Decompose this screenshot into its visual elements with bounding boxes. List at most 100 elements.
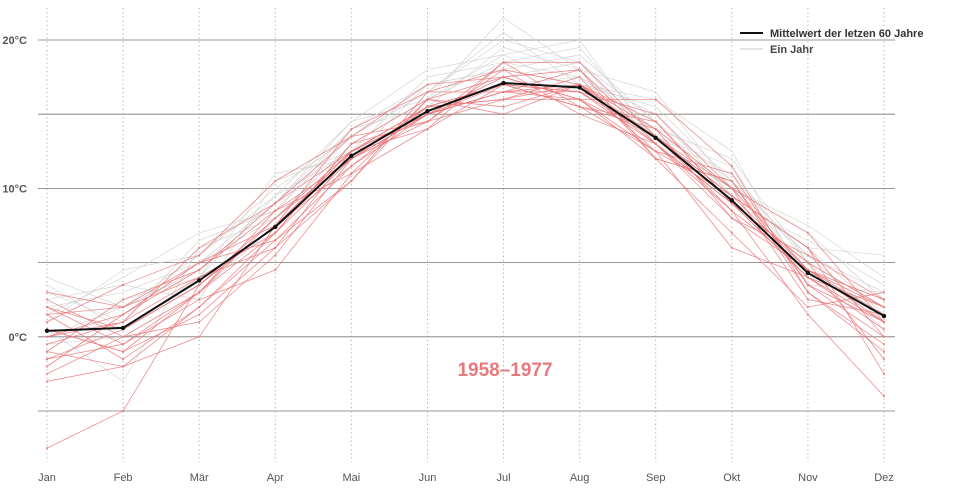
x-axis-ticks: Jan Feb Mär Apr Mai Jun Jul Aug Sep Okt Nov Dez: [38, 472, 894, 484]
year-point: [806, 298, 810, 301]
year-point: [882, 395, 886, 398]
year-point: [426, 105, 429, 108]
y-tick-label: 0°C: [9, 332, 28, 344]
mean-series-line: [46, 81, 885, 332]
highlighted-year-line: [46, 69, 885, 449]
year-point: [198, 276, 201, 279]
year-point: [806, 261, 810, 264]
year-point: [426, 83, 429, 86]
year-point: [121, 350, 125, 353]
year-point: [45, 380, 49, 383]
year-point: [350, 157, 353, 160]
y-tick-label: 10°C: [2, 183, 27, 195]
background-year-line: [46, 69, 885, 330]
background-year-line: [46, 47, 885, 308]
year-point: [121, 335, 125, 338]
year-point: [730, 216, 733, 220]
x-tick-label: Jul: [497, 472, 511, 484]
year-point: [730, 187, 733, 190]
legend: Mittelwert der letzen 60 Jahre Ein Jahr: [740, 28, 923, 56]
x-tick-label: Nov: [798, 472, 818, 484]
mean-line-group: [44, 80, 887, 334]
year-point: [198, 335, 201, 338]
mean-point: [729, 198, 735, 203]
year-point: [198, 306, 201, 309]
year-point: [198, 291, 201, 294]
mean-point: [44, 328, 50, 334]
year-point: [198, 298, 201, 301]
x-tick-label: Jan: [38, 472, 56, 484]
mean-point: [805, 270, 811, 276]
vertical-gridlines: [46, 8, 885, 462]
background-year-line: [46, 17, 885, 382]
year-point: [350, 150, 353, 153]
mean-point: [120, 325, 126, 331]
year-point: [882, 335, 886, 338]
background-year-line: [46, 39, 885, 323]
year-point: [45, 313, 49, 316]
background-year-lines: [46, 17, 885, 382]
year-point: [502, 90, 505, 94]
year-point: [121, 365, 125, 368]
year-point: [121, 306, 125, 309]
background-year-line: [46, 61, 885, 345]
year-point: [882, 343, 886, 346]
year-point: [426, 113, 429, 116]
x-tick-label: Sep: [646, 472, 666, 484]
year-point: [45, 291, 49, 294]
year-point: [350, 127, 353, 131]
year-point: [350, 165, 353, 168]
year-point: [45, 343, 49, 346]
year-point: [350, 179, 353, 183]
background-year-line: [46, 54, 885, 330]
year-point: [578, 98, 581, 101]
year-point: [654, 98, 657, 101]
year-point: [45, 298, 49, 301]
year-point: [578, 113, 581, 116]
year-point: [274, 254, 277, 257]
year-point: [198, 320, 201, 324]
year-point: [806, 313, 810, 316]
year-point: [806, 268, 810, 272]
year-point: [654, 150, 657, 153]
year-point: [502, 113, 505, 116]
year-point: [274, 246, 277, 249]
year-point: [806, 254, 810, 257]
mean-point: [349, 153, 354, 158]
year-point: [45, 306, 49, 309]
year-point: [654, 120, 657, 123]
year-point: [426, 127, 429, 131]
year-point: [121, 343, 125, 346]
highlighted-year-line: [46, 84, 885, 360]
year-point: [654, 157, 657, 160]
period-annotation: 1958–1977: [457, 360, 552, 381]
year-point: [730, 172, 733, 175]
year-point: [882, 320, 886, 324]
year-point: [45, 357, 49, 361]
year-point: [806, 246, 810, 249]
mean-point: [881, 313, 887, 319]
highlighted-year-line: [46, 84, 885, 345]
year-point: [882, 328, 886, 331]
mean-point: [196, 278, 202, 283]
x-tick-label: Feb: [114, 472, 133, 484]
year-point: [730, 179, 733, 183]
highlighted-year-line: [46, 76, 885, 330]
year-point: [274, 231, 277, 235]
year-point: [45, 447, 49, 450]
year-point: [426, 98, 429, 101]
year-point: [806, 276, 810, 279]
year-point: [45, 335, 49, 338]
year-point: [806, 291, 810, 294]
year-point: [578, 61, 581, 64]
year-point: [502, 61, 505, 64]
y-tick-label: 20°C: [2, 35, 27, 47]
mean-point: [425, 109, 430, 114]
year-point: [730, 165, 733, 168]
year-point: [198, 246, 201, 249]
x-tick-label: Apr: [267, 472, 284, 484]
year-point: [654, 113, 657, 116]
year-point: [274, 216, 277, 220]
year-point: [730, 194, 733, 197]
